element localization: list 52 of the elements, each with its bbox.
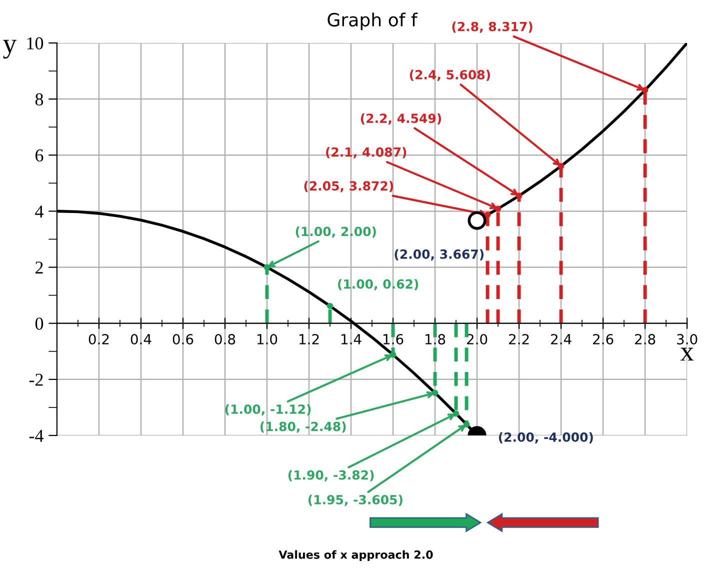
y-tick-label: 0 — [35, 318, 44, 330]
y-tick-label: 8 — [35, 93, 44, 106]
annotation: (2.1, 4.087) — [326, 147, 406, 158]
y-tick-label: 4 — [35, 206, 44, 218]
x-tick-label: 2.4 — [551, 334, 572, 344]
x-axis-title: x — [680, 348, 694, 361]
x-tick-label: 2.8 — [635, 334, 656, 345]
point — [452, 410, 460, 417]
annotation: (1.00, 2.00) — [296, 226, 376, 238]
chart-title: Graph of f — [328, 12, 418, 30]
text: Values of x approach 2.0 — [278, 550, 433, 561]
annotation: (2.2, 4.549) — [360, 113, 442, 125]
x-tick-label: 1.4 — [342, 334, 362, 344]
point — [463, 421, 470, 428]
x-tick-label: 0.4 — [130, 334, 152, 345]
y-axis-title: y — [3, 40, 17, 59]
annotation: (2.4, 5.608) — [410, 70, 490, 82]
y-tick-label: 6 — [36, 149, 44, 162]
x-tick-label: 1.2 — [299, 334, 319, 344]
x-tick-label: 0.8 — [214, 334, 236, 345]
point — [516, 192, 522, 199]
x-tick-label: 2.2 — [509, 334, 529, 344]
point — [494, 206, 502, 212]
point — [326, 302, 334, 310]
point — [484, 212, 491, 218]
x-tick-label: 1.6 — [384, 334, 404, 345]
y-tick-label: 2 — [36, 262, 43, 274]
annotation: (1.80, -2.48) — [260, 422, 346, 433]
annotation: (2.00, 3.667) — [394, 249, 484, 260]
annotation: (2.00, -4.000) — [498, 432, 593, 444]
point — [468, 211, 486, 230]
y-tick-label: -4 — [29, 430, 44, 442]
point — [390, 352, 396, 358]
y-tick-label: 10 — [27, 37, 44, 50]
point — [432, 390, 438, 396]
point — [642, 87, 648, 94]
x-tick-label: 2.6 — [593, 334, 614, 345]
annotation: (1.90, -3.82) — [288, 470, 374, 482]
x-tick-label: 3.0 — [677, 334, 698, 345]
point — [264, 264, 270, 270]
annotation: (1.95, -3.605) — [308, 494, 402, 506]
annotation: (1.00, -1.12) — [225, 404, 311, 416]
x-tick-label: 1.0 — [257, 334, 278, 345]
y-tick-label: -2 — [29, 374, 43, 386]
annotation: (1.00, 0.62) — [338, 279, 418, 290]
x-tick-label: 0.6 — [172, 334, 194, 345]
x-tick-label: 2.0 — [467, 334, 488, 345]
annotation: (2.8, 8.317) — [452, 22, 532, 33]
annotation: (2.05, 3.872) — [304, 180, 394, 192]
x-tick-label: 0.2 — [88, 334, 109, 345]
x-tick-label: 1.8 — [426, 334, 446, 345]
point — [558, 162, 564, 170]
